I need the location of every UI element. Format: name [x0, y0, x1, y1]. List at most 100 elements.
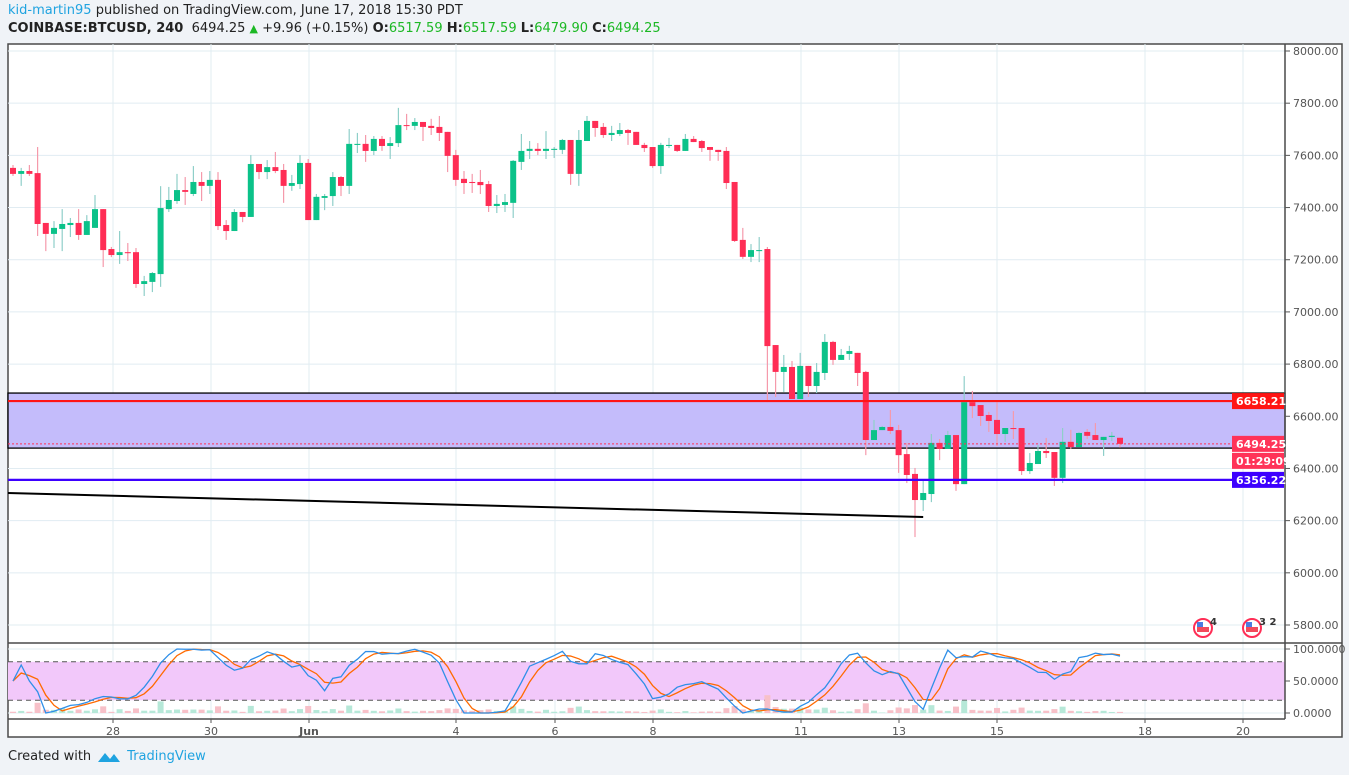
volume-bar: [165, 710, 172, 713]
time-axis[interactable]: 28 30 Jun 4 6 8 11 13 15 18 20: [106, 719, 1250, 738]
volume-bar: [83, 710, 90, 713]
volume-bar: [625, 711, 631, 713]
volume-bar: [928, 705, 935, 713]
time-tick-label: 28: [106, 725, 120, 738]
volume-bar: [690, 712, 697, 713]
candle-up: [395, 125, 402, 144]
drawings: [7, 399, 1285, 518]
candle-up: [346, 143, 353, 186]
candle-up: [297, 162, 303, 185]
volume-bar: [1026, 710, 1033, 713]
candle-down: [887, 426, 894, 431]
trendline: [7, 491, 924, 518]
candle-down: [223, 225, 230, 232]
candle-down: [739, 239, 746, 257]
volume-bar: [518, 708, 525, 713]
candle-down: [633, 131, 640, 145]
candle-up: [780, 366, 787, 372]
price-tags: 6658.21 6494.25 01:29:09 6356.22: [1232, 393, 1291, 488]
volume-bar: [100, 706, 107, 713]
volume-bar: [1059, 706, 1066, 713]
candle-up: [518, 150, 525, 162]
candle-down: [912, 473, 918, 501]
candle-down: [436, 126, 443, 133]
tradingview-link[interactable]: TradingView: [127, 749, 206, 764]
candle-up: [149, 273, 156, 282]
candle-up: [608, 132, 615, 136]
high-value: 6517.59: [462, 21, 517, 36]
candle-up: [493, 203, 500, 206]
candle-up: [682, 138, 689, 151]
volume-bar: [321, 711, 328, 713]
economic-events[interactable]: 4 3 2: [1193, 617, 1276, 638]
flag-stripes: [1246, 627, 1258, 632]
resistance-price-tag-bg: [1232, 393, 1284, 410]
volume-bar: [1117, 711, 1123, 713]
volume-bar: [871, 710, 877, 713]
volume-bar: [944, 710, 951, 713]
candle-down: [215, 179, 221, 227]
volume-bar: [256, 711, 262, 713]
high-label: H:: [446, 21, 463, 36]
volume-bar: [977, 710, 984, 713]
candle-down: [379, 138, 385, 146]
candle-up: [1035, 450, 1041, 465]
candle-up: [116, 252, 123, 256]
volume-bar: [895, 707, 902, 713]
support-resistance-zone: [7, 392, 1286, 449]
volume-bar: [370, 710, 377, 713]
flag-stripes: [1197, 627, 1209, 632]
stoch-tick-label: 100.0000: [1293, 643, 1346, 656]
time-tick-label: 13: [892, 725, 906, 738]
candle-up: [329, 177, 336, 197]
up-triangle-icon: ▲: [249, 22, 258, 35]
candle-up: [502, 202, 508, 205]
candle-up: [387, 143, 394, 146]
candle-down: [256, 163, 262, 173]
volume-bar: [198, 709, 205, 713]
volume-bar: [698, 711, 705, 713]
author-link[interactable]: kid-martin95: [8, 3, 92, 18]
candle-down: [592, 120, 599, 128]
candle-up: [1100, 436, 1107, 441]
price-tick-label: 7200.00: [1293, 254, 1339, 267]
volume-bar: [953, 706, 959, 713]
candle-down: [715, 149, 722, 152]
volume-bar: [108, 711, 115, 713]
time-tick-label: 20: [1236, 725, 1250, 738]
candle-up: [247, 163, 254, 217]
candle-up: [141, 281, 148, 284]
volume-bar: [969, 709, 976, 713]
low-value: 6479.90: [534, 21, 588, 36]
candle-down: [994, 419, 1000, 435]
candle-up: [961, 402, 968, 485]
volume-bar: [272, 710, 279, 713]
candle-down: [985, 414, 992, 421]
candle-down: [100, 209, 107, 251]
candle-up: [756, 250, 763, 252]
price-tick-label: 7000.00: [1293, 306, 1339, 319]
candle-down: [10, 167, 16, 174]
candle-down: [723, 150, 730, 184]
candle-down: [772, 345, 779, 372]
candle-up: [616, 130, 623, 134]
candle-down: [124, 252, 131, 254]
candle-down: [1117, 437, 1123, 444]
support-price-tag: 6356.22: [1236, 474, 1286, 487]
candle-down: [1067, 441, 1074, 448]
candle-up: [321, 196, 328, 198]
candle-down: [428, 125, 435, 128]
volume-bar: [903, 708, 910, 713]
volume-bar: [305, 705, 312, 713]
price-axis[interactable]: 8000.00 7800.00 7600.00 7400.00 7200.00 7000.…: [1285, 45, 1346, 720]
price-tick-label: 7600.00: [1293, 149, 1339, 162]
footer: Created with TradingView: [8, 749, 206, 764]
volume-bar: [223, 710, 230, 713]
volume-bar: [206, 710, 213, 713]
candle-down: [34, 173, 41, 224]
volume-bar: [1108, 711, 1115, 713]
candle-down: [895, 430, 902, 456]
candle-up: [411, 121, 418, 126]
stoch-tick-label: 50.0000: [1293, 675, 1339, 688]
